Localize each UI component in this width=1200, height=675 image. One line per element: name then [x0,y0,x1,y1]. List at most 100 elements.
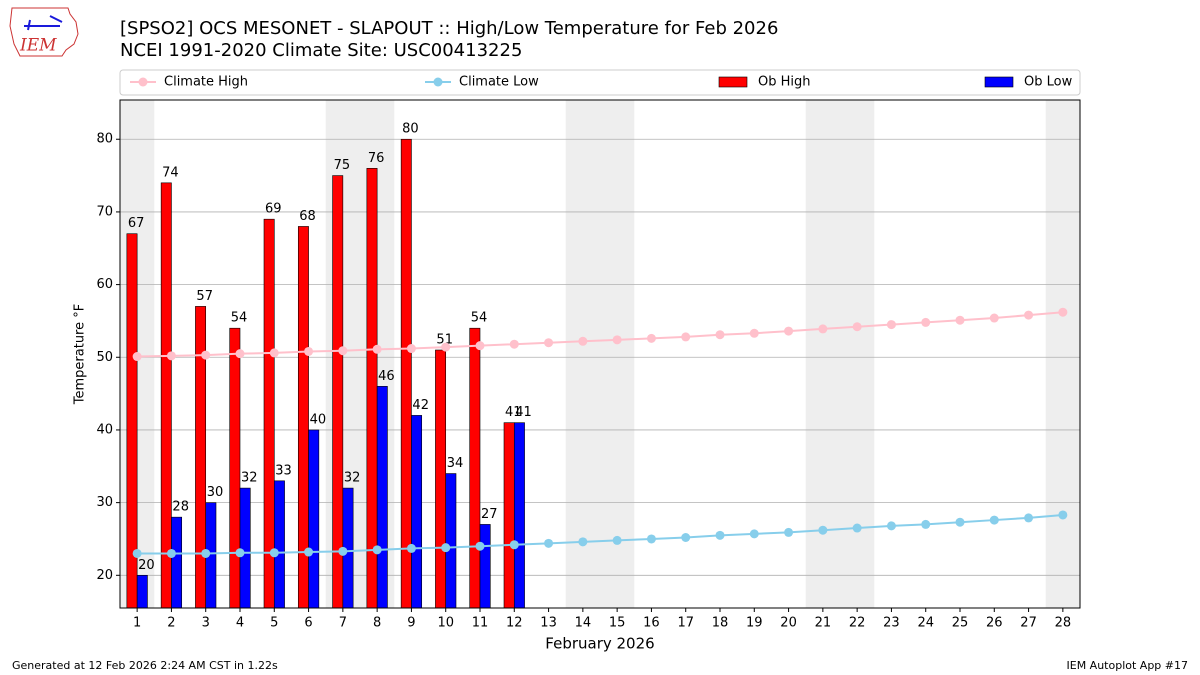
bar [445,473,457,609]
data-label: 67 [128,216,145,231]
legend-label: Ob Low [1024,75,1073,90]
y-tick-label: 50 [96,350,113,365]
line-point [921,317,931,327]
x-tick-label: 9 [407,616,415,631]
weekend-shade [840,100,875,608]
data-label: 34 [447,456,464,471]
line-point [269,548,279,558]
weekend-shade [600,100,635,608]
line-point [475,541,485,551]
x-tick-label: 18 [712,616,729,631]
line-point [852,322,862,332]
x-tick-label: 8 [373,616,381,631]
chart-title: [SPSO2] OCS MESONET - SLAPOUT :: High/Lo… [120,18,778,39]
line-point [304,346,314,356]
line-point [269,348,279,358]
bar [273,480,285,609]
line-point [646,333,656,343]
line-point [201,548,211,558]
data-label: 32 [241,471,258,486]
x-tick-label: 1 [133,616,141,631]
data-label: 41 [505,405,522,420]
x-tick-label: 4 [236,616,244,631]
x-tick-label: 22 [849,616,866,631]
x-tick-label: 11 [472,616,489,631]
line-point [132,548,142,558]
x-tick-label: 24 [917,616,934,631]
x-tick-label: 19 [746,616,763,631]
data-label: 33 [275,463,292,478]
x-axis-label: February 2026 [545,635,654,653]
data-label: 80 [402,122,419,137]
data-label: 28 [172,500,189,515]
line-point [166,351,176,361]
line-point [749,529,759,539]
line-point [1058,510,1068,520]
y-tick-label: 30 [96,495,113,510]
data-label: 74 [162,165,179,180]
line-point [784,527,794,537]
y-tick-label: 80 [96,132,113,147]
bar [513,422,525,609]
legend-swatch [984,76,1014,88]
x-tick-label: 2 [167,616,175,631]
data-label: 46 [378,369,395,384]
line-point [475,341,485,351]
line-point [646,534,656,544]
plot-frame [119,99,1081,609]
line-point [989,313,999,323]
legend-box [119,69,1081,96]
line-point [955,315,965,325]
logo-text: IEM [19,36,57,56]
data-label: 54 [231,311,248,326]
legend-label: Climate Low [459,75,539,90]
bar [435,349,447,609]
chart-subtitle: NCEI 1991-2020 Climate Site: USC00413225 [120,40,522,61]
line-point [509,339,519,349]
data-label: 57 [196,289,213,304]
line-point [338,546,348,556]
bar [503,422,515,609]
footer-right: IEM Autoplot App #17 [1067,659,1189,672]
line-point [818,525,828,535]
bar [376,386,388,609]
data-label: 75 [334,158,351,173]
weekend-shade [565,100,600,608]
line-point [989,515,999,525]
line-point [166,548,176,558]
line-point [338,346,348,356]
line-point [235,349,245,359]
data-label: 51 [436,333,453,348]
x-tick-label: 3 [202,616,210,631]
data-label: 40 [310,412,327,427]
line-point [852,523,862,533]
line [137,311,1063,358]
x-tick-label: 23 [883,616,900,631]
bar [366,168,378,609]
line-point [612,535,622,545]
line-point [578,336,588,346]
data-label: 54 [471,311,488,326]
x-tick-label: 28 [1055,616,1072,631]
logo-glyph [24,15,63,31]
x-tick-label: 27 [1020,616,1037,631]
line-point [544,338,554,348]
line-point [681,533,691,543]
x-tick-label: 6 [304,616,312,631]
x-tick-label: 5 [270,616,278,631]
line-point [372,545,382,555]
bar [308,429,320,609]
y-tick-label: 60 [96,277,113,292]
line-point [372,344,382,354]
x-tick-label: 14 [575,616,592,631]
bar [332,175,344,609]
y-tick-label: 70 [96,204,113,219]
logo-outline [9,7,79,57]
bar [229,327,241,609]
data-label: 68 [299,209,316,224]
x-tick-label: 16 [643,616,660,631]
line-point [818,324,828,334]
x-tick-label: 7 [339,616,347,631]
line-point [406,344,416,354]
x-tick-label: 17 [677,616,694,631]
